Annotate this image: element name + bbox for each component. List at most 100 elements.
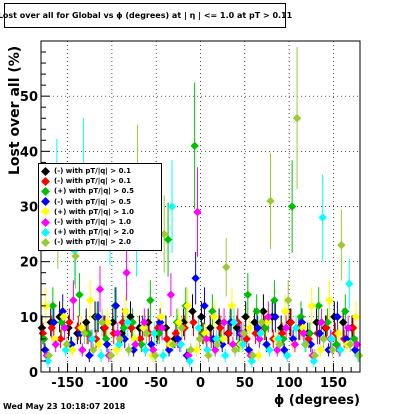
- data-point: [51, 340, 60, 349]
- data-point: [255, 334, 264, 344]
- data-point: [44, 351, 54, 360]
- data-point: [176, 340, 186, 349]
- y-axis-label: Lost over all (%): [7, 45, 23, 175]
- data-point: [166, 290, 176, 299]
- data-point: [206, 323, 215, 333]
- data-point: [101, 334, 111, 344]
- data-point: [85, 351, 94, 360]
- data-point: [215, 323, 225, 333]
- data-point: [95, 285, 105, 294]
- diamond-marker-icon: [41, 166, 50, 176]
- data-point: [111, 301, 121, 310]
- data-point: [221, 262, 231, 272]
- data-point: [227, 301, 237, 310]
- legend-entry: (-) with pT/|q| > 2.0: [41, 237, 159, 247]
- data-point: [281, 323, 291, 333]
- data-point: [195, 334, 204, 344]
- data-point: [188, 307, 197, 316]
- data-point: [94, 340, 104, 349]
- data-point: [124, 345, 133, 355]
- x-axis-label: ϕ (degrees): [274, 393, 360, 408]
- data-point: [185, 356, 194, 366]
- data-point: [162, 334, 172, 344]
- data-point: [243, 290, 253, 299]
- data-point: [345, 279, 354, 288]
- data-point: [58, 307, 67, 316]
- data-point: [163, 235, 173, 244]
- data-point: [277, 329, 287, 338]
- data-point: [65, 318, 74, 327]
- data-point: [310, 351, 320, 360]
- data-point: [315, 329, 324, 338]
- legend-label: (-) with pT/|q| > 1.0: [54, 218, 131, 227]
- data-point: [252, 307, 261, 316]
- data-point: [89, 345, 98, 355]
- data-point: [183, 301, 192, 310]
- data-point: [150, 329, 159, 338]
- x-tick-label: 50: [236, 376, 254, 391]
- data-point: [200, 301, 209, 310]
- diamond-marker-icon: [41, 186, 50, 196]
- diamond-marker-icon: [41, 237, 50, 247]
- data-point: [354, 351, 364, 360]
- data-point: [96, 351, 106, 360]
- data-point: [307, 301, 316, 310]
- data-point: [266, 196, 275, 206]
- data-point: [85, 296, 95, 305]
- data-point: [137, 340, 146, 349]
- data-point: [191, 274, 200, 283]
- data-point: [284, 296, 293, 305]
- y-tick-label: 10: [20, 311, 38, 326]
- y-tick-label: 40: [20, 145, 38, 160]
- data-point: [168, 340, 178, 349]
- data-point: [214, 318, 224, 327]
- data-point: [229, 318, 239, 327]
- data-point: [69, 296, 78, 305]
- data-point: [327, 334, 336, 344]
- data-point: [177, 323, 187, 333]
- data-point: [325, 296, 334, 305]
- x-tick-label: 100: [276, 376, 303, 391]
- data-point: [157, 323, 167, 333]
- data-point: [167, 202, 177, 211]
- data-point: [78, 345, 87, 355]
- data-point: [68, 345, 77, 355]
- data-point: [56, 334, 65, 344]
- legend-entry: (-) with pT/|q| > 0.1: [41, 176, 159, 186]
- data-point: [283, 351, 292, 360]
- data-point: [301, 340, 311, 349]
- diamond-marker-icon: [41, 217, 50, 227]
- data-point: [333, 312, 342, 322]
- data-point: [156, 312, 166, 322]
- legend-label: (-) with pT/|q| > 0.5: [54, 197, 131, 206]
- data-point: [186, 345, 195, 355]
- data-point: [328, 345, 337, 355]
- data-point: [274, 334, 283, 344]
- data-point: [280, 307, 290, 316]
- data-point: [351, 312, 361, 322]
- data-point: [210, 312, 219, 322]
- x-tick-label: -100: [96, 376, 129, 391]
- data-point: [319, 334, 328, 344]
- data-point: [47, 323, 56, 333]
- data-point: [250, 318, 259, 327]
- data-point: [287, 202, 297, 211]
- data-point: [341, 307, 350, 316]
- legend-entry: (+) with pT/|q| > 0.5: [41, 186, 159, 196]
- diamond-marker-icon: [41, 227, 50, 237]
- data-point: [151, 351, 160, 360]
- data-point: [80, 329, 89, 338]
- data-point: [194, 323, 203, 333]
- data-point: [106, 351, 116, 360]
- data-point: [120, 334, 129, 344]
- data-point: [81, 318, 91, 327]
- data-point: [113, 329, 122, 338]
- data-point: [343, 323, 353, 333]
- x-tick-label: -50: [144, 376, 168, 391]
- data-point: [108, 318, 117, 327]
- data-point: [262, 340, 271, 349]
- data-point: [103, 318, 113, 327]
- data-point: [131, 340, 140, 349]
- data-point: [203, 345, 212, 355]
- data-point: [202, 334, 211, 344]
